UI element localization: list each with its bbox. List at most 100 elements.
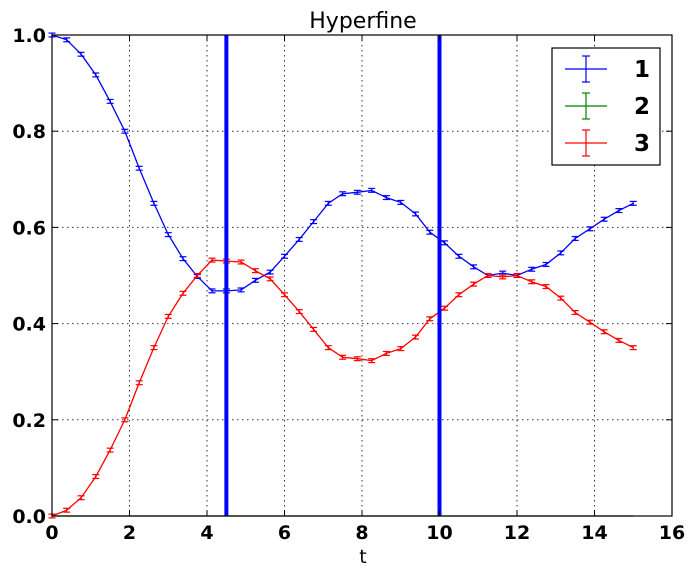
legend-label: 3 — [634, 131, 650, 157]
error-bar — [251, 277, 259, 283]
error-bar — [63, 37, 71, 43]
error-bar — [426, 229, 434, 235]
error-bar — [310, 326, 318, 332]
series-line — [51, 34, 634, 292]
error-bar — [470, 281, 478, 287]
error-bar — [441, 305, 449, 311]
plot-area — [48, 32, 637, 519]
error-bar — [470, 264, 478, 270]
series-line — [51, 259, 634, 517]
error-bar — [179, 290, 187, 296]
legend-label: 1 — [634, 57, 650, 83]
error-bar — [513, 272, 521, 279]
error-bar — [237, 259, 245, 265]
error-bar — [106, 447, 114, 453]
error-bar — [368, 187, 376, 193]
legend-item: 2 — [565, 92, 650, 120]
error-bar — [150, 200, 158, 206]
x-tick-label: 2 — [123, 522, 136, 544]
x-tick-label: 14 — [581, 522, 607, 544]
ticks: 0 2 4 6 8 10 12 14 160.00.20.40.60.81.0 — [12, 25, 685, 544]
y-tick-label: 1.0 — [12, 25, 46, 47]
legend-item: 3 — [565, 129, 650, 157]
error-bar — [150, 345, 158, 351]
error-bar — [106, 98, 114, 104]
error-bar — [121, 128, 129, 134]
error-bar — [208, 288, 216, 294]
x-axis-label: t — [359, 546, 366, 568]
error-bar — [600, 216, 608, 222]
y-tick-label: 0.2 — [12, 410, 46, 432]
error-bar — [63, 507, 71, 513]
error-bar — [586, 226, 594, 232]
series-3 — [48, 257, 637, 519]
error-bar — [557, 295, 565, 301]
error-bar — [542, 284, 550, 290]
series-1 — [48, 32, 637, 294]
error-bar — [353, 189, 361, 195]
error-bar — [571, 310, 579, 316]
error-bar — [208, 257, 216, 263]
error-bar — [295, 236, 303, 242]
error-bar — [324, 345, 332, 351]
legend: 1 2 3 — [551, 47, 661, 166]
error-bar — [426, 316, 434, 322]
error-bar — [164, 313, 172, 319]
error-bar — [164, 232, 172, 238]
error-bar — [237, 287, 245, 293]
error-bar — [499, 274, 507, 280]
error-bar — [397, 346, 405, 352]
error-bar — [353, 356, 361, 362]
error-bar — [310, 219, 318, 225]
y-tick-label: 0.0 — [12, 506, 46, 528]
x-tick-label: 8 — [355, 522, 368, 544]
error-bar — [411, 211, 419, 217]
error-bar — [266, 276, 274, 282]
error-bar — [266, 269, 274, 275]
error-bar — [455, 292, 463, 298]
error-bar — [441, 240, 449, 246]
error-bar — [382, 195, 390, 201]
error-bar — [629, 200, 637, 206]
y-tick-label: 0.6 — [12, 217, 46, 239]
error-bar — [121, 417, 129, 423]
error-bar — [324, 200, 332, 206]
error-bar — [193, 272, 201, 279]
error-bar — [411, 334, 419, 340]
error-bar — [528, 279, 536, 285]
error-bar — [77, 495, 85, 501]
error-bar — [368, 358, 376, 364]
error-bar — [586, 319, 594, 325]
legend-label: 2 — [634, 94, 650, 120]
error-bar — [92, 72, 100, 78]
y-tick-label: 0.4 — [12, 314, 46, 336]
error-bar — [339, 191, 347, 197]
error-bar — [77, 51, 85, 57]
legend-item: 1 — [565, 55, 650, 83]
error-bar — [251, 268, 259, 274]
error-bar — [382, 350, 390, 356]
error-bar — [615, 337, 623, 343]
error-bar — [484, 272, 492, 279]
x-tick-label: 6 — [278, 522, 291, 544]
error-bar — [179, 256, 187, 262]
error-bar — [528, 266, 536, 272]
error-bar — [281, 292, 288, 298]
error-bar — [135, 165, 143, 171]
error-bar — [557, 250, 565, 256]
error-bar — [339, 354, 347, 360]
error-bar — [600, 329, 608, 335]
chart-title: Hyperfine — [309, 9, 416, 34]
error-bar — [135, 380, 143, 386]
error-bar — [455, 253, 463, 259]
error-bar — [281, 253, 288, 259]
x-tick-label: 16 — [659, 522, 685, 544]
x-tick-label: 0 — [45, 522, 58, 544]
error-bar — [629, 345, 637, 351]
error-bar — [542, 261, 550, 267]
error-bar — [615, 208, 623, 214]
error-bar — [92, 474, 100, 480]
y-tick-label: 0.8 — [12, 121, 46, 143]
x-tick-label: 4 — [200, 522, 213, 544]
